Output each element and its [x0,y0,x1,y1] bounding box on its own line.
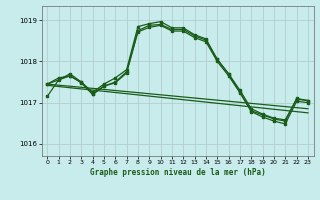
X-axis label: Graphe pression niveau de la mer (hPa): Graphe pression niveau de la mer (hPa) [90,168,266,177]
